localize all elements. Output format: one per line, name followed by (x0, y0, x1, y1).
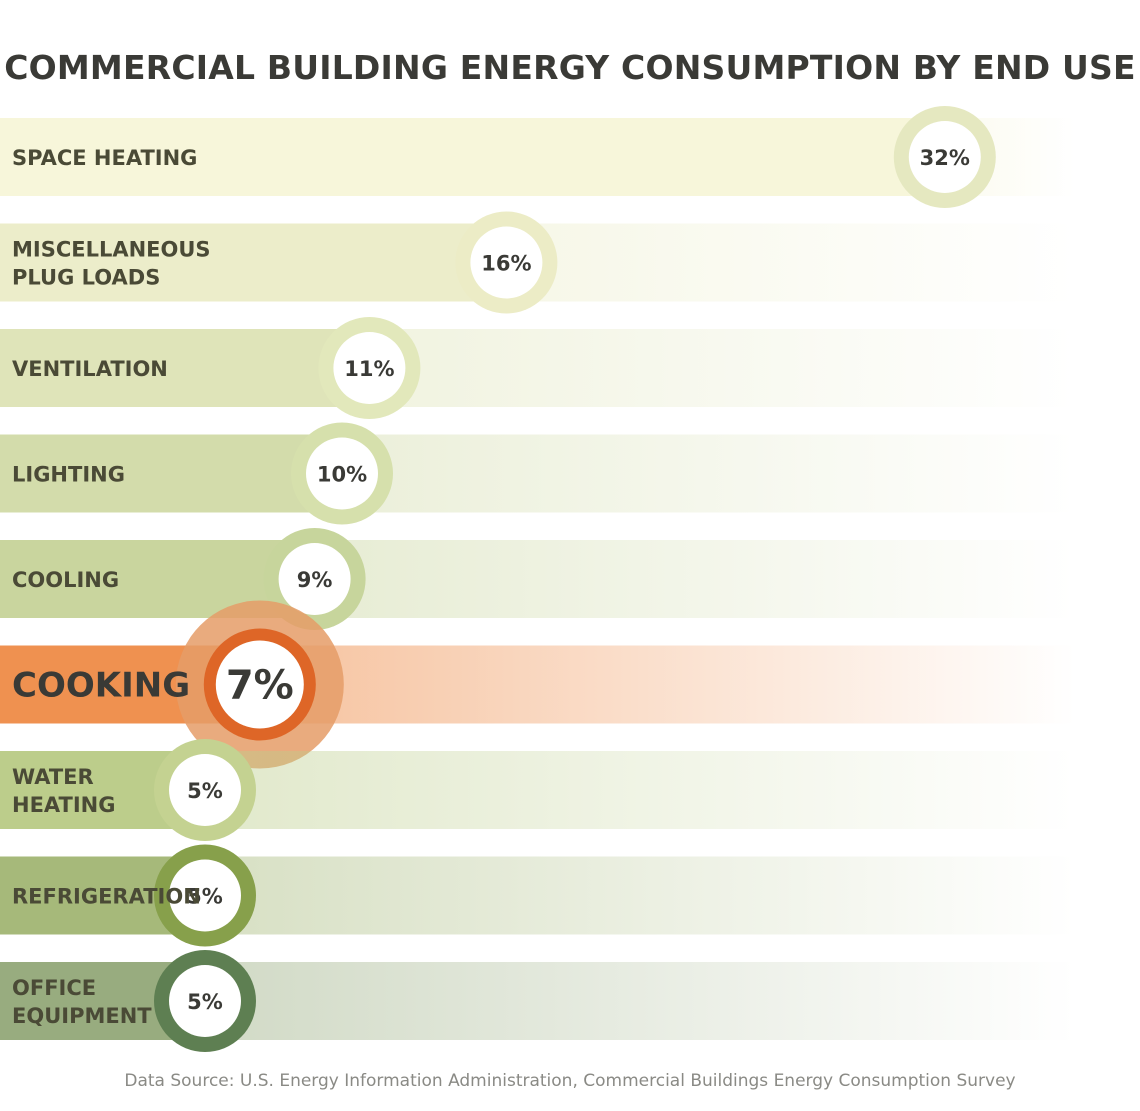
category-label-space-heating: SPACE HEATING (12, 146, 197, 170)
bar-ventilation (0, 329, 370, 407)
row-office-equipment: 5% OFFICE EQUIPMENT (0, 950, 1075, 1052)
value-disc-cooling (278, 543, 351, 615)
bar-space-heating (0, 118, 945, 196)
value-disc-cooking (215, 640, 304, 729)
category-label-cooling: COOLING (12, 568, 119, 592)
value-label-space-heating: 32% (920, 146, 970, 170)
category-label-refrigeration: REFRIGERATION (12, 885, 201, 909)
value-disc-refrigeration (169, 859, 241, 932)
category-label-ventilation: VENTILATION (12, 357, 168, 381)
value-label-water-heating: 5% (187, 779, 223, 803)
bar-miscellaneous-plug-loads (0, 223, 507, 302)
row-lighting: 10% LIGHTING (0, 422, 1075, 525)
category-label-lighting: LIGHTING (12, 463, 125, 487)
value-disc-lighting (306, 437, 378, 510)
category-label-cooking: COOKING (12, 666, 190, 706)
value-label-ventilation: 11% (344, 357, 394, 381)
row-miscellaneous-plug-loads: 16% MISCELLANEOUS PLUG LOADS (0, 211, 1075, 314)
row-ventilation: 11% VENTILATION (0, 317, 1075, 419)
category-label-office-equipment: OFFICE EQUIPMENT (12, 976, 152, 1028)
value-label-cooling: 9% (297, 568, 333, 592)
bar-track-refrigeration (205, 856, 1075, 935)
bar-track-water-heating (205, 751, 1075, 829)
bar-track-cooling (314, 540, 1076, 618)
bar-track-office-equipment (205, 962, 1075, 1040)
row-space-heating: 32% SPACE HEATING (0, 106, 1075, 208)
row-cooking: 7% COOKING (0, 600, 1075, 769)
bar-track-lighting (342, 434, 1075, 513)
bar-lighting (0, 434, 342, 513)
category-label-miscellaneous-plug-loads: MISCELLANEOUS PLUG LOADS (12, 238, 211, 290)
row-refrigeration: 5%REFRIGERATION (0, 844, 1075, 947)
bars-layer: 32% SPACE HEATING 16% MISCELLANEOUS PLUG LOA… (0, 106, 1076, 1052)
value-label-cooking: 7% (226, 663, 294, 709)
value-disc-office-equipment (169, 965, 241, 1037)
chart-title: COMMERCIAL BUILDING ENERGY CONSUMPTION B… (4, 48, 1136, 87)
value-label-office-equipment: 5% (187, 990, 223, 1014)
category-label-water-heating: WATER HEATING (12, 765, 116, 817)
row-cooling: 9% COOLING (0, 528, 1076, 630)
data-source-note: Data Source: U.S. Energy Information Adm… (124, 1071, 1016, 1091)
row-water-heating: 5% WATER HEATING (0, 739, 1075, 841)
value-disc-ventilation (333, 332, 406, 404)
value-label-miscellaneous-plug-loads: 16% (481, 252, 531, 276)
value-label-lighting: 10% (317, 463, 367, 487)
value-disc-miscellaneous-plug-loads (470, 226, 543, 299)
bar-track-cooking (259, 645, 1075, 724)
value-disc-space-heating (908, 121, 981, 193)
value-label-refrigeration: 5% (187, 885, 223, 909)
bar-track-miscellaneous-plug-loads (506, 223, 1075, 302)
bar-track-ventilation (369, 329, 1075, 407)
value-disc-water-heating (169, 754, 241, 826)
